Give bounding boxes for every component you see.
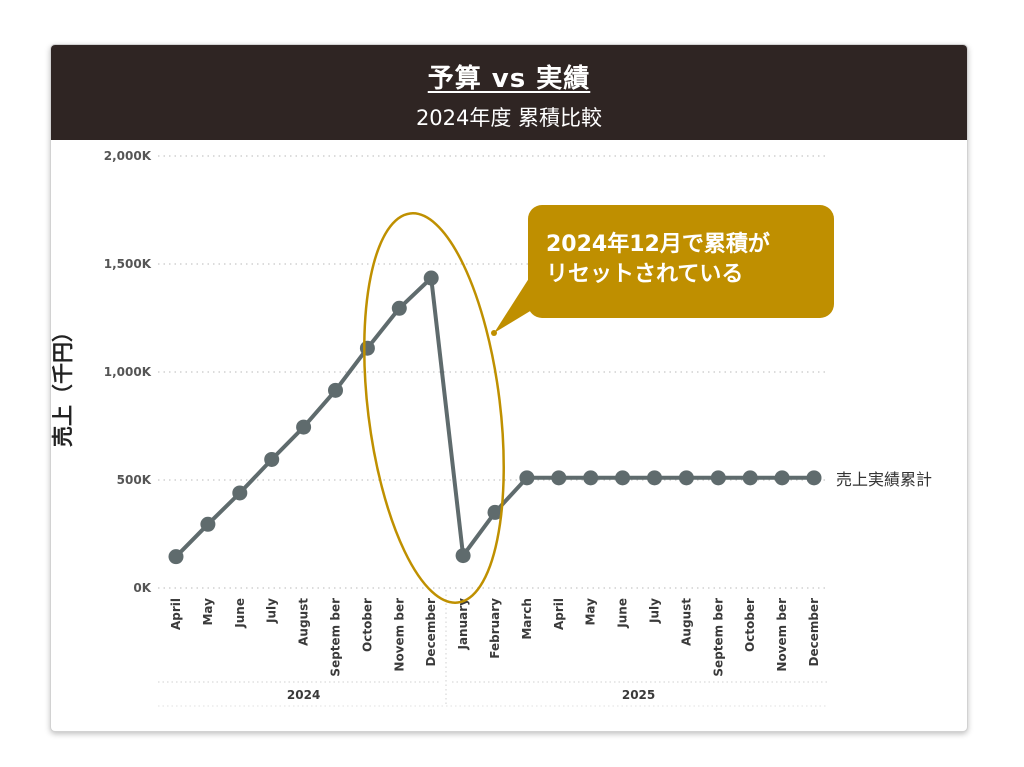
data-point <box>487 504 503 520</box>
annotation-line-2: リセットされている <box>546 262 744 287</box>
data-point <box>551 470 567 486</box>
y-tick-label: 0K <box>133 581 151 595</box>
annotation-callout: 2024年12月で累積が リセットされている <box>528 205 834 318</box>
data-point <box>647 470 662 486</box>
x-tick-label: July <box>648 598 662 624</box>
x-tick-label: Septem ber <box>711 598 725 677</box>
x-tick-label: June <box>616 598 630 629</box>
x-tick-label: January <box>456 598 470 651</box>
x-tick-label: Septem ber <box>329 598 343 677</box>
data-point <box>742 470 758 486</box>
x-tick-label: April <box>552 598 566 630</box>
y-tick-label: 500K <box>117 473 152 487</box>
x-tick-label: May <box>584 598 598 626</box>
x-tick-label: Novem ber <box>775 598 789 672</box>
data-point <box>455 548 471 564</box>
y-tick-label: 2,000K <box>104 149 152 163</box>
data-point <box>423 270 439 286</box>
data-point <box>519 470 535 486</box>
data-point <box>710 470 726 486</box>
x-tick-label: October <box>360 598 374 652</box>
data-point <box>678 470 694 486</box>
x-tick-label: June <box>233 598 247 629</box>
x-tick-label: August <box>679 598 693 646</box>
chart-title: 予算 vs 実績 <box>427 64 591 94</box>
x-tick-label: July <box>265 598 279 624</box>
x-tick-label: August <box>297 598 311 646</box>
highlight-ellipse <box>363 212 505 604</box>
y-tick-label: 1,000K <box>104 365 152 379</box>
callout-pointer-dot <box>491 330 497 336</box>
data-point <box>391 300 407 316</box>
data-point <box>232 485 248 501</box>
chart-card: 予算 vs 実績 2024年度 累積比較 <box>50 44 968 732</box>
data-point <box>264 451 280 467</box>
data-point <box>615 470 631 486</box>
x-tick-label: December <box>807 598 821 667</box>
year-label: 2025 <box>622 688 655 702</box>
series-label: 売上実績累計 <box>836 470 933 489</box>
chart-subtitle: 2024年度 累積比較 <box>415 106 603 130</box>
data-point <box>583 470 599 486</box>
year-label: 2024 <box>287 688 320 702</box>
data-point <box>359 340 375 356</box>
x-tick-label: Novem ber <box>392 598 406 672</box>
x-tick-label: March <box>520 598 534 640</box>
x-tick-label: December <box>424 598 438 667</box>
data-point <box>200 516 216 532</box>
x-tick-label: October <box>743 598 757 652</box>
title-banner: 予算 vs 実績 2024年度 累積比較 <box>51 45 967 140</box>
data-point <box>296 419 312 435</box>
y-axis-label: 売上（千円） <box>51 321 75 447</box>
x-tick-label: May <box>201 598 215 626</box>
x-tick-label: April <box>169 598 183 630</box>
y-tick-label: 1,500K <box>104 257 152 271</box>
data-point <box>168 549 184 565</box>
data-point <box>806 470 822 486</box>
data-point <box>328 382 343 398</box>
data-point <box>774 470 790 486</box>
annotation-line-1: 2024年12月で累積が <box>546 232 770 257</box>
x-tick-label: February <box>488 598 502 659</box>
